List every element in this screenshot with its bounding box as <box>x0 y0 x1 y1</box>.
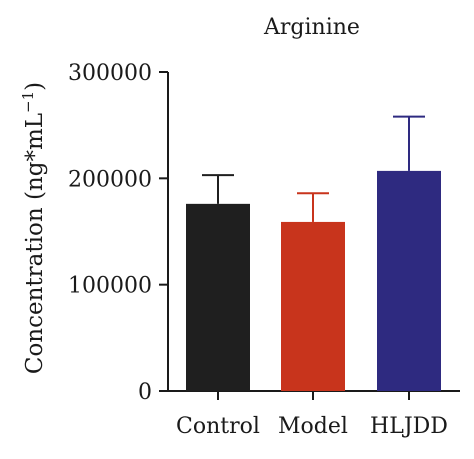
y-axis-label: Concentration (ng*mL−1) <box>19 82 48 374</box>
x-ticks: Control Model HLJDD <box>176 391 448 439</box>
y-tick-label: 200000 <box>68 167 152 192</box>
y-axis-label-exponent: −1 <box>19 91 37 113</box>
y-axis-label-main: Concentration (ng*mL <box>22 113 48 374</box>
bar-hljdd <box>377 170 441 391</box>
bars <box>186 170 441 391</box>
x-tick-label: HLJDD <box>370 414 448 439</box>
y-tick-label: 100000 <box>68 274 152 299</box>
y-ticks: 0 100000 200000 300000 <box>68 61 168 405</box>
y-axis-label-close: ) <box>22 82 48 91</box>
x-tick-label: Model <box>278 414 348 439</box>
x-tick-label: Control <box>176 414 260 439</box>
bar-model <box>281 221 345 391</box>
bar-control <box>186 203 250 391</box>
y-tick-label: 0 <box>138 380 152 405</box>
chart-title: Arginine <box>263 15 360 40</box>
error-bars <box>202 115 425 222</box>
y-tick-label: 300000 <box>68 61 152 86</box>
